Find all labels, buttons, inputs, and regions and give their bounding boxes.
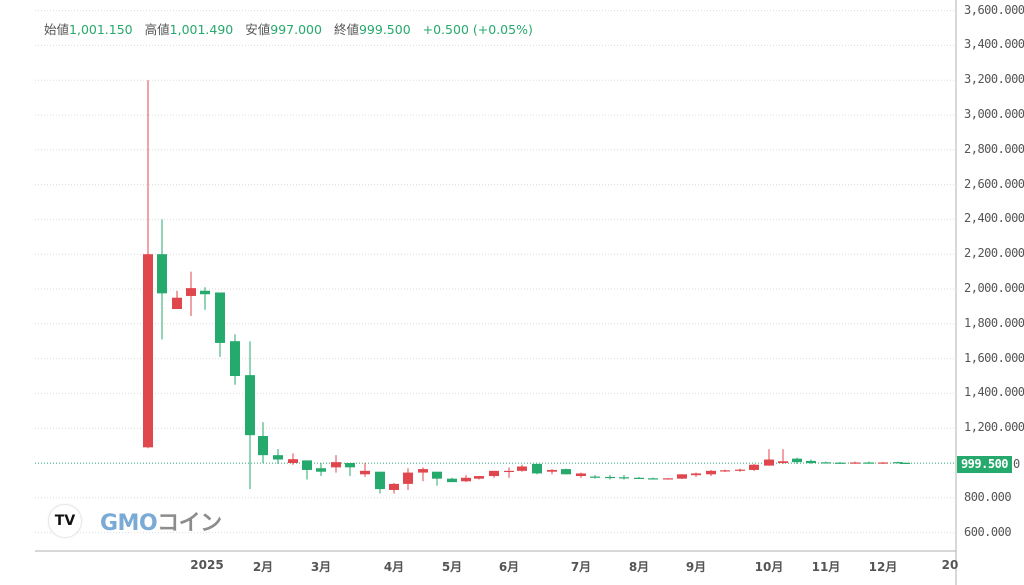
high-label: 高値 [144, 22, 170, 37]
y-tick-label: 2,800.000 [964, 141, 1024, 156]
y-tick-label: 3,200.000 [964, 72, 1024, 87]
y-tick-label: 1,400.000 [964, 385, 1024, 400]
logo[interactable]: TV GMOコイン [48, 504, 222, 538]
y-tick-label: 1,800.000 [964, 315, 1024, 330]
x-tick-label: 4月 [383, 560, 405, 574]
x-tick-label: 12月 [868, 560, 898, 574]
y-tick-label: 3,000.000 [964, 107, 1024, 121]
tradingview-logo-icon[interactable]: TV [48, 504, 82, 538]
x-tick-label: 3月 [310, 560, 332, 574]
y-tick-label: 2,400.000 [964, 211, 1024, 226]
last-price-tag-overflow: 0 [1013, 457, 1021, 471]
low-value: 997.000 [270, 22, 322, 37]
candles [143, 80, 910, 494]
high-value: 1,001.490 [169, 22, 234, 37]
y-tick-label: 600.000 [964, 524, 1012, 539]
y-tick-label: 2,600.000 [964, 176, 1024, 191]
open-value: 1,001.150 [69, 22, 133, 37]
x-tick-label: 2025 [190, 558, 224, 572]
x-tick-label: 11月 [811, 560, 841, 574]
x-tick-label: 10月 [754, 560, 784, 574]
x-tick-label: 7月 [570, 560, 592, 574]
x-tick-label: 8月 [628, 560, 650, 574]
y-tick-label: 2,200.000 [964, 246, 1024, 261]
x-tick-label: 2月 [252, 560, 274, 574]
x-tick-label: 9月 [685, 560, 707, 574]
gmo-logo-kana: コイン [157, 511, 222, 536]
y-tick-label: 3,600.000 [964, 2, 1024, 17]
x-tick-label: 20 [941, 558, 959, 572]
gmo-logo-latin: GMO [100, 511, 158, 536]
tradingview-logo-text: TV [54, 513, 76, 529]
change-value: +0.500 (+0.05%) [422, 22, 533, 37]
y-tick-label: 2,000.000 [964, 281, 1024, 295]
x-tick-label: 6月 [498, 560, 520, 574]
last-price-tag: 999.500 [957, 456, 1012, 473]
close-value: 999.500 [358, 22, 411, 37]
open-label: 始値 [44, 22, 70, 37]
y-tick-label: 1,600.000 [964, 350, 1024, 365]
grid-lines [35, 10, 956, 534]
y-tick-label: 3,400.000 [964, 37, 1024, 52]
y-tick-label: 800.000 [964, 489, 1012, 504]
ohlc-legend: 始値1,001.150 高値1,001.490 安値997.000 終値999.… [44, 19, 541, 38]
low-label: 安値 [245, 22, 271, 37]
close-label: 終値 [333, 22, 359, 37]
y-tick-label: 1,200.000 [964, 420, 1024, 435]
x-tick-label: 5月 [441, 560, 463, 574]
gmo-coin-logo: GMOコイン [100, 505, 222, 537]
